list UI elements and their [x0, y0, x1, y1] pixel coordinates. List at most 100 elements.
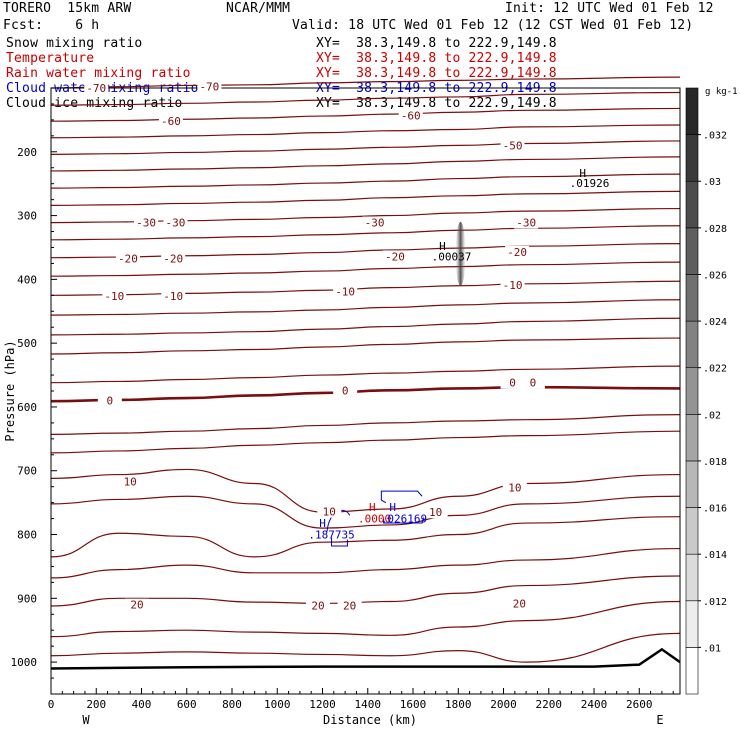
- contour-label-bg: [158, 115, 183, 128]
- annotation-rain: .0000: [358, 513, 391, 526]
- contour-label: 0: [342, 384, 349, 397]
- x-tick-label: 2000: [490, 698, 517, 711]
- y-tick-label: 700: [17, 465, 37, 478]
- contour-label-bg: [398, 109, 423, 122]
- x-tick-label: 600: [177, 698, 197, 711]
- contour-label: -20: [118, 252, 138, 265]
- colorbar-segment: [685, 180, 699, 229]
- annotation-snow: H: [579, 167, 586, 180]
- contour-label: 20: [311, 599, 324, 612]
- annotation-cloudwater: H: [319, 517, 326, 530]
- contour-label: 0: [107, 395, 114, 408]
- contour-label-bg: [118, 475, 143, 488]
- contour-label-bg: [197, 80, 222, 93]
- contour-label: -50: [503, 139, 523, 152]
- x-tick-label: 1200: [309, 698, 336, 711]
- temperature-contour-3: [50, 124, 681, 139]
- contour-label: 0: [509, 377, 516, 390]
- x-tick-label: 2600: [626, 698, 653, 711]
- y-tick-label: 200: [17, 146, 37, 159]
- field-name-rain: Rain water mixing ratio: [6, 66, 191, 81]
- contour-label: -10: [503, 279, 523, 292]
- contour-label: 20: [343, 599, 356, 612]
- annotation-cloudwater: .026169: [381, 513, 427, 526]
- contour-label-bg: [115, 252, 140, 265]
- colorbar-unit: g kg-1: [705, 87, 738, 97]
- x-tick-label: 800: [222, 698, 242, 711]
- contour-label-bg: [102, 289, 127, 302]
- contour-label-bg: [500, 279, 525, 292]
- contour-label-bg: [97, 394, 122, 407]
- contour-label-bg: [333, 384, 358, 397]
- model-title: TORERO 15km ARW: [3, 1, 132, 16]
- contour-label: -20: [385, 250, 405, 263]
- cloudwater-contour-upper: [380, 490, 423, 504]
- cloud-ice-plume: [455, 221, 466, 286]
- contour-label: -70: [86, 82, 106, 95]
- contour-label-bg: [514, 216, 539, 229]
- temperature-contour-24: [50, 575, 681, 607]
- colorbar-label: .012: [703, 597, 727, 608]
- y-tick-label: 400: [17, 273, 37, 286]
- contour-label: -70: [199, 81, 219, 94]
- field-xy-snow: XY= 38.3,149.8 to 222.9,149.8: [316, 36, 557, 51]
- field-name-temperature: Temperature: [6, 51, 95, 66]
- x-end-label-west: W: [82, 713, 90, 727]
- temperature-contour-5: [50, 156, 681, 172]
- contour-label-bg: [507, 597, 532, 610]
- field-xy-temperature: XY= 38.3,149.8 to 222.9,149.8: [316, 51, 557, 66]
- y-tick-label: 900: [17, 592, 37, 605]
- x-tick-label: 1400: [355, 698, 382, 711]
- contour-label: 10: [429, 506, 442, 519]
- temperature-contour-18: [50, 414, 681, 435]
- field-name-ice: Cloud ice mixing ratio: [6, 96, 183, 111]
- y-tick-label: 1000: [11, 656, 38, 669]
- contour-label: 20: [130, 599, 143, 612]
- colorbar-segment: [685, 87, 699, 135]
- contour-label: -30: [166, 217, 186, 230]
- temperature-contour-26: [50, 632, 681, 663]
- contour-label-bg: [124, 598, 149, 611]
- cloudwater-contour-bottom: [331, 537, 348, 547]
- colorbar-segment: [685, 367, 699, 415]
- valid-time: Valid: 18 UTC Wed 01 Feb 12 (12 CST Wed …: [292, 18, 694, 33]
- contour-label: 10: [508, 481, 521, 494]
- temperature-contour-17: [50, 385, 681, 403]
- x-tick-label: 200: [86, 698, 106, 711]
- contour-label: 0: [530, 377, 537, 390]
- temperature-contour-20: [50, 468, 681, 513]
- colorbar-segment: [685, 553, 699, 602]
- x-end-label-east: E: [656, 713, 663, 727]
- contour-label: -10: [163, 290, 183, 303]
- x-tick-label: 400: [132, 698, 152, 711]
- colorbar-label: .016: [703, 504, 727, 515]
- colorbar-segment: [685, 647, 699, 695]
- colorbar-label: .022: [703, 364, 727, 375]
- source-label: NCAR/MMM: [226, 1, 291, 16]
- contour-label: 10: [124, 476, 137, 489]
- forecast-hour: Fcst: 6 h: [3, 18, 100, 33]
- colorbar-label: .018: [703, 457, 727, 468]
- y-axis-label: Pressure (hPa): [3, 340, 17, 441]
- contour-label-bg: [502, 481, 527, 494]
- temperature-contour-2: [50, 107, 681, 122]
- contour-label-bg: [317, 505, 342, 518]
- contour-label-bg: [84, 82, 109, 94]
- contour-label-bg: [337, 599, 362, 612]
- x-tick-label: 0: [48, 698, 55, 711]
- colorbar-segment: [685, 460, 699, 508]
- contour-label-bg: [305, 599, 330, 612]
- colorbar-segment: [685, 600, 699, 648]
- x-tick-label: 2400: [581, 698, 608, 711]
- contour-label-bg: [134, 216, 159, 229]
- contour-label-bg: [500, 376, 525, 389]
- colorbar-label: .03: [703, 177, 721, 188]
- temperature-contour-1: [50, 91, 681, 106]
- contour-label: 10: [323, 506, 336, 519]
- colorbar-segment: [685, 414, 699, 462]
- colorbar-segment: [685, 320, 699, 368]
- contour-label-bg: [382, 250, 407, 263]
- x-tick-label: 1800: [445, 698, 472, 711]
- x-tick-label: 1000: [264, 698, 291, 711]
